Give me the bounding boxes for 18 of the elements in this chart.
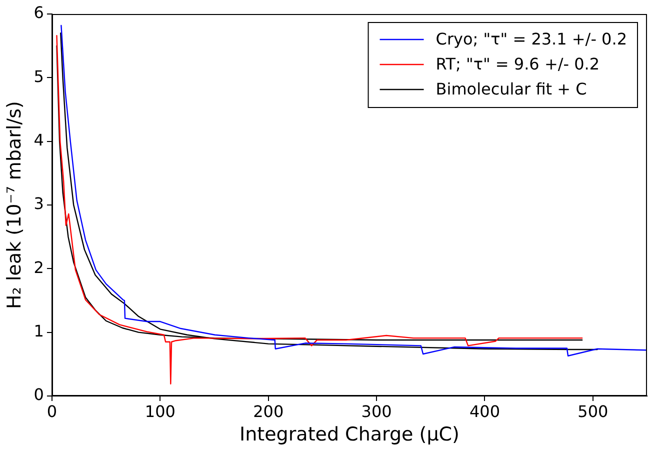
y-tick-label: 2	[34, 258, 44, 277]
x-axis-title: Integrated Charge (μC)	[240, 424, 460, 446]
y-tick-label: 6	[34, 3, 44, 22]
x-tick-label: 300	[361, 402, 392, 421]
y-tick-label: 3	[34, 194, 44, 214]
legend-label: Cryo; "τ" = 23.1 +/- 0.2	[436, 30, 628, 49]
x-tick-label: 100	[144, 402, 176, 421]
legend-label: RT; "τ" = 9.6 +/- 0.2	[436, 54, 600, 74]
y-tick-label: 5	[34, 66, 44, 86]
y-tick-label: 4	[34, 130, 44, 150]
legend-label: Bimolecular fit + C	[436, 80, 587, 99]
y-axis-title: H₂ leak (10⁻⁷ mbarl/s)	[3, 101, 26, 309]
y-tick-label: 0	[34, 385, 44, 404]
x-tick-label: 200	[253, 402, 284, 421]
x-tick-label: 0	[46, 402, 58, 421]
x-tick-label: 400	[469, 402, 500, 421]
y-tick-label: 1	[34, 321, 44, 340]
x-tick-label: 500	[578, 402, 608, 421]
